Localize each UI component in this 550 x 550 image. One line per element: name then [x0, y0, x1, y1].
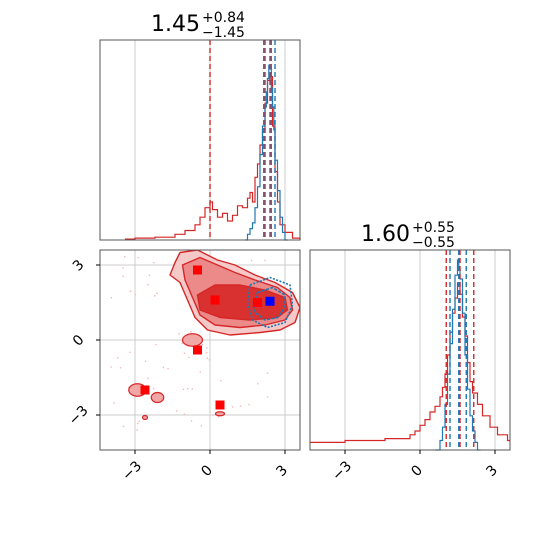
sample-point — [122, 267, 124, 269]
sample-point — [110, 296, 113, 299]
hist-p0-series-b-step — [245, 64, 288, 241]
sample-point — [167, 367, 169, 370]
marker-a — [210, 295, 220, 305]
tick-label-x-p1: −3 — [329, 458, 355, 484]
sample-point — [186, 387, 189, 390]
sample-point — [201, 343, 204, 346]
sample-point — [153, 295, 156, 297]
axes-frame — [309, 249, 511, 451]
sample-point — [136, 429, 138, 431]
sample-point — [250, 259, 253, 262]
title-p0-value: 1.45 — [151, 12, 200, 37]
sample-point — [208, 358, 211, 361]
sample-point — [144, 360, 147, 362]
sample-point — [129, 351, 131, 354]
sample-point — [257, 382, 259, 385]
tick-label-y-p1: −3 — [66, 403, 92, 429]
sample-point — [206, 357, 209, 359]
contour-a-blob — [214, 411, 226, 417]
marker-a — [215, 400, 225, 410]
contour-a-blob — [181, 333, 204, 347]
contour-a-blob — [150, 391, 165, 404]
sample-point — [122, 425, 125, 428]
marker-a — [140, 385, 150, 395]
sample-point — [183, 413, 186, 416]
marker-a — [253, 298, 262, 307]
hist-p1-series-a-step — [310, 282, 510, 443]
title-p0: 1.45 +0.84 −1.45 — [151, 10, 245, 41]
contour-b-inner — [254, 286, 286, 321]
contour-b-outer — [246, 276, 294, 329]
sample-point — [266, 396, 269, 398]
hist-p1-panel: −3 0 3 — [309, 249, 511, 484]
tick-label-x-p0: −3 — [119, 458, 145, 484]
sample-point — [129, 290, 132, 292]
scatter-p0-p1-panel: −3 −3 0 0 3 3 — [66, 249, 301, 484]
sample-point — [122, 275, 124, 277]
hist-p1-series-b-step — [435, 259, 481, 451]
sample-point — [137, 422, 139, 425]
sample-point — [199, 371, 202, 373]
sample-point — [152, 387, 155, 390]
marker-a — [193, 345, 202, 355]
tick-label-x-p0: 3 — [273, 462, 291, 480]
hist-p0-series-a-step — [125, 76, 301, 240]
sample-point — [239, 405, 242, 407]
sample-point — [113, 402, 115, 404]
marker-a — [193, 265, 202, 275]
sample-point — [148, 274, 151, 277]
sample-point — [190, 331, 192, 333]
sample-point — [178, 332, 180, 335]
hist-p0-panel — [99, 39, 301, 241]
sample-point — [182, 388, 185, 391]
sample-point — [200, 424, 203, 427]
title-p0-upper: +0.84 — [202, 10, 245, 26]
title-p1-upper: +0.55 — [412, 220, 455, 236]
axes-frame — [99, 249, 301, 451]
tick-label-x-p1: 0 — [408, 462, 426, 480]
tick-label-x-p0: 0 — [198, 462, 216, 480]
sample-point — [155, 343, 157, 346]
sample-point — [188, 356, 190, 359]
marker-b — [265, 296, 275, 306]
sample-point — [162, 366, 165, 369]
sample-point — [231, 406, 234, 408]
sample-point — [138, 420, 140, 423]
sample-point — [190, 420, 193, 422]
tick-label-y-p1: 0 — [70, 332, 88, 350]
title-p1-value: 1.60 — [361, 222, 410, 247]
sample-point — [264, 259, 266, 262]
sample-point — [156, 292, 158, 295]
sample-point — [123, 255, 126, 258]
tick-label-y-p1: 3 — [70, 257, 88, 275]
title-p1-lower: −0.55 — [412, 235, 455, 251]
density-layers — [110, 250, 300, 431]
sample-point — [137, 256, 139, 259]
sample-point — [147, 377, 149, 379]
sample-point — [183, 352, 186, 354]
contour-a-blob — [141, 414, 149, 421]
sample-point — [119, 366, 122, 369]
sample-point — [266, 372, 269, 374]
sample-point — [110, 366, 112, 368]
sample-point — [191, 388, 194, 390]
sample-point — [181, 342, 184, 345]
title-p0-lower: −1.45 — [202, 25, 245, 41]
sample-point — [220, 380, 222, 382]
sample-point — [153, 261, 155, 264]
contour-a-inner — [196, 284, 289, 321]
sample-point — [117, 357, 119, 359]
tick-label-x-p1: 3 — [483, 462, 501, 480]
title-p1: 1.60 +0.55 −0.55 — [361, 220, 455, 251]
sample-point — [206, 347, 208, 349]
axes-frame — [99, 39, 301, 241]
sample-point — [212, 414, 214, 416]
sample-point — [205, 352, 208, 354]
sample-point — [175, 410, 178, 412]
sample-point — [248, 403, 250, 406]
sample-point — [147, 283, 149, 286]
sample-point — [134, 293, 137, 296]
